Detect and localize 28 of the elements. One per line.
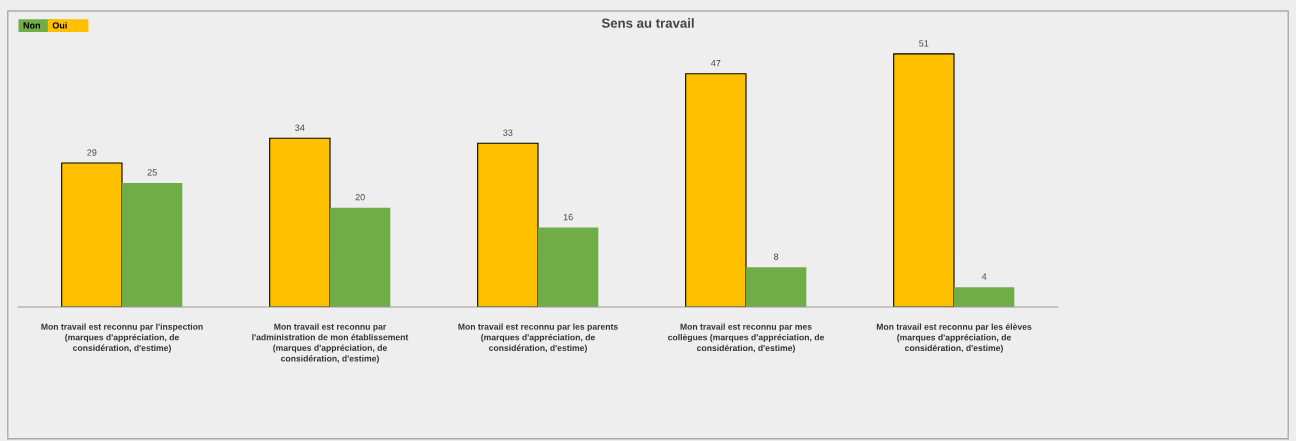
- bar: [893, 53, 955, 307]
- data-label: 4: [981, 273, 987, 280]
- data-label: 34: [295, 124, 305, 131]
- x-tick-label: Mon travail est reconnu par les élèves (marques d'appréciation, de considération, d'estime): [876, 323, 1032, 353]
- data-label: 25: [147, 169, 157, 176]
- bar: [330, 207, 391, 307]
- data-label: 16: [563, 213, 573, 221]
- bar: [122, 182, 183, 307]
- bar: [477, 142, 539, 307]
- data-label: 20: [355, 193, 365, 201]
- bar: [61, 162, 123, 307]
- data-label: 33: [503, 129, 513, 136]
- bar: [538, 227, 599, 307]
- x-tick-label: Mon travail est reconnu par l'inspection (marques d'appréciation, de considération, d'estime): [41, 323, 203, 353]
- data-label: 29: [87, 149, 97, 156]
- data-label: 8: [774, 253, 779, 260]
- text: Oui: [52, 21, 67, 29]
- x-tick-label: Mon travail est reconnu par l'administration de mon établissement (marques d'appréciation, de considération, d'estime): [252, 323, 409, 364]
- x-tick-label: Mon travail est reconnu par les parents (marques d'appréciation, de considération, d'estime): [458, 323, 618, 353]
- bar: [685, 73, 747, 307]
- bar: [954, 287, 1015, 307]
- bar: [746, 267, 807, 307]
- text: Non: [23, 22, 40, 29]
- data-label: 51: [919, 40, 929, 47]
- x-tick-label: Mon travail est reconnu par mes collègues (marques d'appréciation, de considération, d'estime): [668, 323, 825, 353]
- data-label: 47: [711, 60, 721, 67]
- chart-title: Sens au travail: [601, 18, 694, 28]
- bar: [269, 137, 331, 307]
